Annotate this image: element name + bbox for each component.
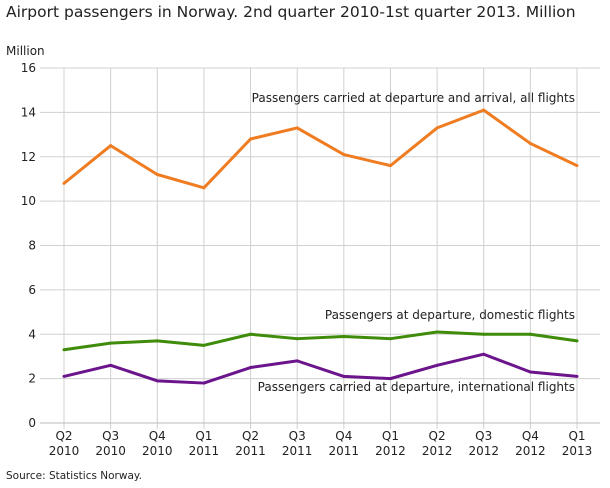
data-point xyxy=(528,141,532,145)
data-point xyxy=(155,379,159,383)
data-point xyxy=(482,352,486,356)
data-point xyxy=(528,370,532,374)
y-tick-label: 8 xyxy=(28,239,36,253)
data-point xyxy=(202,343,206,347)
series-label-1: Passengers at departure, domestic flight… xyxy=(325,308,575,322)
x-tick-label: Q3 xyxy=(475,429,492,443)
data-point xyxy=(482,108,486,112)
series-line-1 xyxy=(63,330,578,352)
data-point xyxy=(249,366,253,370)
x-tick-label: 2011 xyxy=(282,444,313,458)
x-tick-label: Q1 xyxy=(382,429,399,443)
series-line-2 xyxy=(63,352,578,385)
source-note: Source: Statistics Norway. xyxy=(6,470,142,482)
data-point xyxy=(435,330,439,334)
data-point xyxy=(295,337,299,341)
data-point xyxy=(342,153,346,157)
series-label-0: Passengers carried at departure and arri… xyxy=(252,91,575,105)
x-tick-label: 2012 xyxy=(422,444,453,458)
data-point xyxy=(202,186,206,190)
x-tick-label: Q3 xyxy=(102,429,119,443)
x-tick-label: 2012 xyxy=(468,444,499,458)
data-point xyxy=(155,339,159,343)
x-tick-label: 2013 xyxy=(562,444,593,458)
x-tick-label: 2012 xyxy=(515,444,546,458)
x-tick-label: 2012 xyxy=(375,444,406,458)
series-label-2: Passengers carried at departure, interna… xyxy=(258,380,575,394)
y-axis-label: Million xyxy=(6,44,45,58)
data-point xyxy=(528,332,532,336)
y-tick-label: 10 xyxy=(21,194,36,208)
x-tick-label: Q4 xyxy=(522,429,539,443)
data-point xyxy=(155,173,159,176)
x-tick-label: 2010 xyxy=(95,444,126,458)
x-tick-label: 2010 xyxy=(142,444,173,458)
data-point xyxy=(109,341,113,345)
data-point xyxy=(435,126,439,130)
data-point xyxy=(342,374,346,378)
data-point xyxy=(388,337,392,341)
y-tick-label: 6 xyxy=(28,283,36,297)
x-tick-label: Q2 xyxy=(55,429,72,443)
x-tick-label: Q1 xyxy=(195,429,212,443)
data-point xyxy=(575,164,579,168)
x-tick-label: Q4 xyxy=(335,429,352,443)
x-tick-label: 2011 xyxy=(189,444,220,458)
x-tick-label: 2011 xyxy=(329,444,360,458)
data-point xyxy=(62,181,66,185)
data-point xyxy=(388,164,392,168)
x-tick-label: Q2 xyxy=(242,429,259,443)
data-point xyxy=(109,363,113,367)
data-point xyxy=(249,332,253,336)
x-tick-label: 2011 xyxy=(235,444,266,458)
x-tick-label: Q4 xyxy=(149,429,166,443)
y-tick-label: 4 xyxy=(28,327,36,341)
x-tick-label: Q2 xyxy=(429,429,446,443)
y-tick-label: 14 xyxy=(21,105,36,119)
data-point xyxy=(388,377,392,381)
data-point xyxy=(62,348,66,352)
y-tick-label: 16 xyxy=(21,61,36,75)
data-point xyxy=(202,381,206,385)
data-point xyxy=(482,332,486,336)
data-point xyxy=(342,334,346,338)
y-tick-label: 2 xyxy=(28,372,36,386)
data-point xyxy=(249,137,253,141)
x-tick-label: Q1 xyxy=(568,429,585,443)
y-tick-label: 0 xyxy=(28,416,36,430)
data-point xyxy=(575,339,579,343)
chart-title: Airport passengers in Norway. 2nd quarte… xyxy=(6,3,576,21)
data-point xyxy=(575,374,579,378)
data-point xyxy=(109,144,113,148)
data-point xyxy=(435,363,439,367)
x-tick-label: Q3 xyxy=(289,429,306,443)
data-point xyxy=(295,359,299,363)
data-point xyxy=(62,374,66,378)
x-tick-label: 2010 xyxy=(49,444,80,458)
y-tick-label: 12 xyxy=(21,150,36,164)
series-line-0 xyxy=(63,108,578,190)
data-point xyxy=(295,126,299,130)
